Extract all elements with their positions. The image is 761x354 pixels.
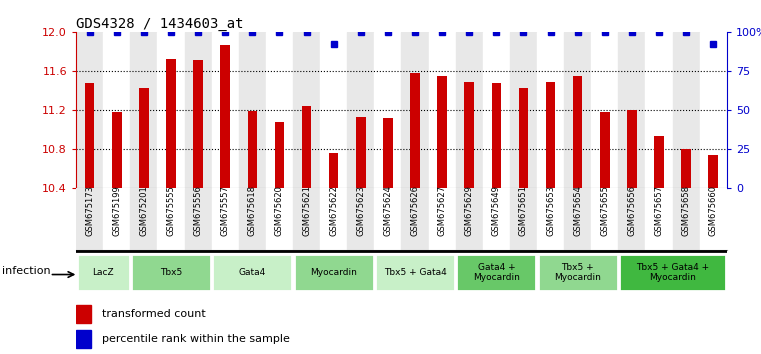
Bar (654, 136, 664, 188)
Bar (212, 32, 239, 188)
Bar (221, 45, 230, 188)
Bar (356, 116, 365, 188)
Bar (645, 32, 673, 188)
Bar (112, 112, 122, 188)
Bar (402, 188, 428, 250)
Bar (673, 32, 699, 188)
FancyBboxPatch shape (456, 254, 537, 291)
Bar (699, 32, 727, 188)
Bar (645, 188, 673, 250)
Bar (510, 32, 537, 188)
Bar (374, 32, 402, 188)
Text: Tbx5: Tbx5 (160, 268, 182, 277)
Text: Myocardin: Myocardin (310, 268, 357, 277)
FancyBboxPatch shape (619, 254, 726, 291)
Bar (347, 32, 374, 188)
Bar (383, 118, 393, 188)
Text: infection: infection (2, 266, 50, 276)
Bar (247, 111, 257, 188)
Bar (519, 88, 528, 188)
Bar (320, 32, 347, 188)
Bar (212, 188, 239, 250)
Bar (139, 88, 148, 188)
Bar (482, 32, 510, 188)
Text: Gata4 +
Myocardin: Gata4 + Myocardin (473, 263, 520, 282)
Bar (239, 32, 266, 188)
Bar (410, 73, 420, 188)
Bar (293, 32, 320, 188)
Bar (428, 32, 456, 188)
Bar (482, 188, 510, 250)
Bar (185, 32, 212, 188)
Bar (681, 149, 691, 188)
FancyBboxPatch shape (537, 254, 618, 291)
Bar (600, 112, 610, 188)
Bar (329, 153, 339, 188)
Bar (158, 188, 184, 250)
Bar (103, 32, 130, 188)
Text: LacZ: LacZ (92, 268, 114, 277)
Bar (537, 32, 564, 188)
Text: Tbx5 + Gata4: Tbx5 + Gata4 (384, 268, 447, 277)
Bar (564, 188, 591, 250)
Bar (708, 155, 718, 188)
Bar (699, 188, 727, 250)
Text: Tbx5 + Gata4 +
Myocardin: Tbx5 + Gata4 + Myocardin (636, 263, 709, 282)
Bar (591, 188, 618, 250)
Bar (573, 76, 582, 188)
Bar (293, 188, 320, 250)
Bar (347, 188, 374, 250)
Text: transformed count: transformed count (101, 309, 205, 319)
Bar (193, 60, 203, 188)
Bar (275, 122, 284, 188)
Bar (320, 188, 347, 250)
Bar (438, 76, 447, 188)
Text: GDS4328 / 1434603_at: GDS4328 / 1434603_at (76, 17, 244, 31)
FancyBboxPatch shape (131, 254, 211, 291)
Bar (76, 32, 103, 188)
Bar (239, 188, 266, 250)
Bar (85, 84, 94, 188)
Bar (76, 330, 91, 348)
Bar (564, 32, 591, 188)
Bar (546, 81, 556, 188)
Bar (76, 305, 91, 323)
Bar (492, 84, 501, 188)
Bar (627, 110, 637, 188)
Bar (456, 32, 482, 188)
Bar (158, 32, 184, 188)
Bar (510, 188, 537, 250)
FancyBboxPatch shape (375, 254, 455, 291)
FancyBboxPatch shape (212, 254, 292, 291)
Bar (464, 82, 474, 188)
Bar (130, 188, 158, 250)
Bar (374, 188, 402, 250)
Bar (302, 106, 311, 188)
Text: Tbx5 +
Myocardin: Tbx5 + Myocardin (554, 263, 601, 282)
Text: percentile rank within the sample: percentile rank within the sample (101, 334, 289, 344)
Bar (537, 188, 564, 250)
Bar (166, 59, 176, 188)
Bar (266, 32, 293, 188)
Bar (76, 188, 103, 250)
FancyBboxPatch shape (77, 254, 130, 291)
Bar (266, 188, 293, 250)
Bar (456, 188, 482, 250)
Bar (130, 32, 158, 188)
Bar (402, 32, 428, 188)
Text: Gata4: Gata4 (239, 268, 266, 277)
Bar (103, 188, 130, 250)
Bar (185, 188, 212, 250)
Bar (428, 188, 456, 250)
Bar (673, 188, 699, 250)
Bar (591, 32, 618, 188)
Bar (618, 32, 645, 188)
FancyBboxPatch shape (294, 254, 374, 291)
Bar (618, 188, 645, 250)
